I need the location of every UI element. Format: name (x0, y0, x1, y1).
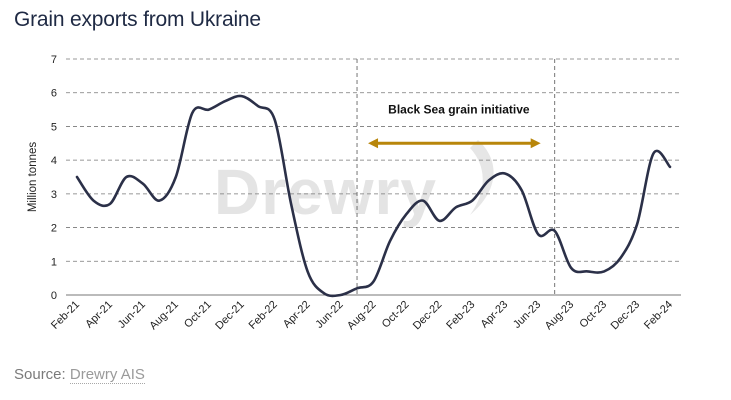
arrow-right-head-icon (530, 138, 541, 149)
x-tick-label: Aug-21 (147, 299, 181, 333)
chart-title: Grain exports from Ukraine (14, 8, 261, 31)
y-tick-label: 7 (51, 54, 57, 66)
x-tick-label: Apr-21 (83, 299, 115, 331)
x-tick-label: Dec-22 (411, 299, 445, 333)
x-tick-label: Oct-22 (380, 299, 412, 331)
x-tick-label: Jun-23 (511, 299, 543, 331)
x-tick-label: Jun-21 (116, 299, 148, 331)
watermark-drewry: Drewry (214, 156, 437, 228)
series-line (75, 94, 672, 298)
y-tick-label: 5 (51, 121, 57, 133)
x-axis-ticks: Feb-21 Apr-21 Jun-21 Aug-21 Oct-21 Dec-21 Feb-… (49, 299, 675, 333)
gridlines (66, 58, 681, 296)
x-tick-label: Aug-23 (543, 299, 577, 333)
y-axis-label: Million tonnes (27, 142, 39, 213)
y-tick-label: 3 (51, 189, 57, 201)
x-tick-label: Feb-22 (247, 299, 280, 332)
source-link[interactable]: Drewry AIS (69, 366, 145, 384)
x-tick-label: Dec-23 (609, 299, 643, 333)
watermark-swoosh-icon (470, 140, 494, 215)
source-note: Source: Drewry AIS (14, 366, 145, 384)
x-tick-label: Feb-24 (642, 299, 675, 332)
x-tick-label: Feb-23 (444, 299, 477, 332)
x-tick-label: Jun-22 (313, 299, 345, 331)
x-tick-label: Aug-22 (345, 299, 379, 333)
swoosh-shape (470, 140, 494, 215)
x-tick-label: Feb-21 (49, 299, 82, 332)
x-tick-label: Oct-23 (577, 299, 609, 331)
y-tick-label: 0 (51, 290, 57, 302)
y-axis-ticks: 0 1 2 3 4 5 6 7 (51, 54, 57, 302)
source-prefix: Source: (14, 366, 70, 383)
x-tick-label: Oct-21 (182, 299, 214, 331)
annotation-group: Black Sea grain initiative (368, 103, 541, 149)
reference-lines (356, 59, 556, 295)
series-group (75, 94, 672, 298)
y-tick-label: 6 (51, 88, 57, 100)
y-tick-label: 4 (51, 155, 57, 167)
annotation-label: Black Sea grain initiative (388, 103, 530, 117)
x-tick-label: Dec-21 (213, 299, 247, 333)
x-tick-label: Apr-22 (281, 299, 313, 331)
y-tick-label: 1 (51, 256, 57, 268)
arrow-left-head-icon (368, 138, 379, 149)
x-tick-label: Apr-23 (479, 299, 511, 331)
y-tick-label: 2 (51, 223, 57, 235)
line-chart: Drewry 0 1 2 3 4 5 6 7 Feb-21 Apr-21 Jun-21 Aug-21… (27, 54, 681, 333)
